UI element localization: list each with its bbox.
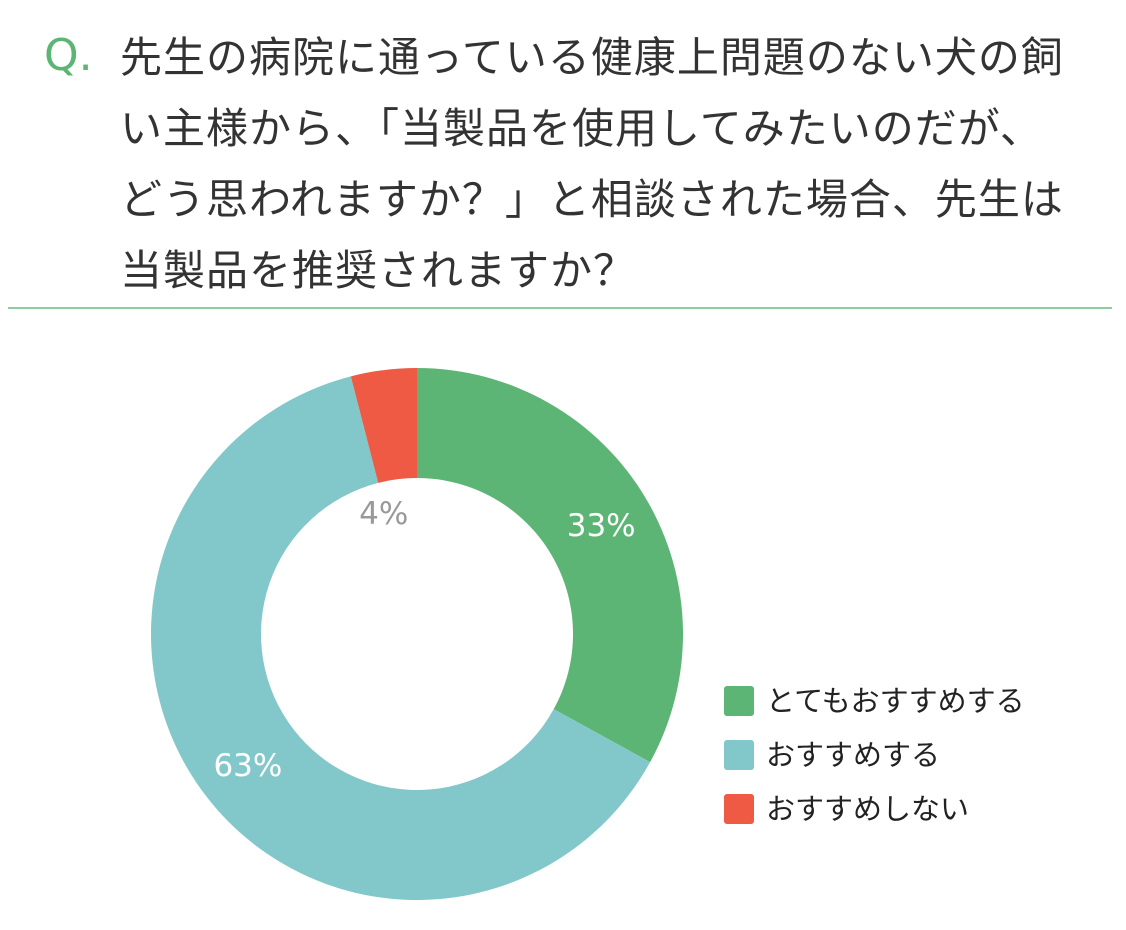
slice-recommend [151, 376, 651, 900]
slice-very-recommend [417, 368, 684, 763]
chart-data-labels: 33% 63% 4% [213, 496, 635, 784]
data-label-very-recommend: 33% [567, 508, 636, 544]
legend-label: とてもおすすめする [766, 684, 1025, 718]
slice-not-recommend [350, 368, 417, 483]
question-mark: Q. [44, 30, 93, 81]
data-label-recommend: 63% [213, 748, 282, 784]
question-text: 先生の病院に通っている健康上問題のない犬の飼い主様から、「当製品を使用してみたい… [120, 33, 1064, 295]
chart-legend: とてもおすすめする おすすめする おすすめしない [724, 674, 1025, 836]
divider [8, 307, 1112, 309]
legend-swatch [724, 794, 754, 824]
legend-item-very-recommend: とてもおすすめする [724, 674, 1025, 728]
legend-swatch [724, 740, 754, 770]
legend-item-not-recommend: おすすめしない [724, 782, 1025, 836]
legend-item-recommend: おすすめする [724, 728, 1025, 782]
legend-label: おすすめしない [766, 792, 970, 826]
legend-swatch [724, 686, 754, 716]
legend-label: おすすめする [766, 738, 941, 772]
chart-slices [151, 368, 684, 900]
data-label-not-recommend: 4% [359, 496, 408, 532]
